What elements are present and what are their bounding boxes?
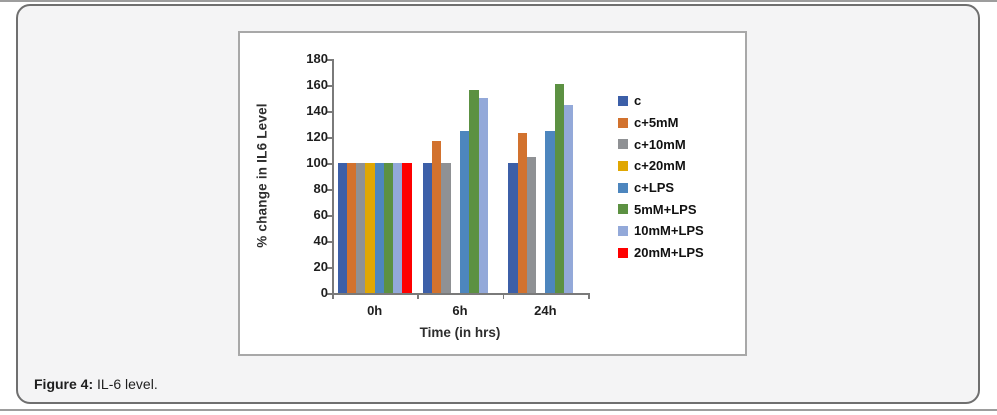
bar-c+5mM-24h <box>517 133 527 293</box>
x-tick-mark <box>417 293 419 299</box>
y-tick-label: 60 <box>313 207 328 222</box>
bar-c+LPS-24h <box>545 130 555 293</box>
legend-swatch <box>618 204 628 215</box>
legend-label: c+LPS <box>634 180 675 196</box>
y-tick-label: 180 <box>306 51 328 66</box>
legend-label: c+20mM <box>634 158 686 174</box>
chart-legend: c c+5mM c+10mM c+20mM c+LPS 5mM+LPS 10mM+LPS 20… <box>618 90 704 264</box>
y-tick-mark <box>327 59 332 61</box>
bar-c+20mM-0h <box>365 163 375 293</box>
figure-caption-text: IL-6 level. <box>93 376 158 392</box>
legend-label: 5mM+LPS <box>634 201 697 217</box>
bar-c-6h <box>422 163 433 293</box>
legend-swatch <box>618 182 628 193</box>
y-tick-mark <box>327 241 332 243</box>
legend-swatch <box>618 95 628 106</box>
bar-c+LPS-0h <box>374 163 384 293</box>
x-category-label: 6h <box>452 303 468 318</box>
il6-bar-chart: % change in IL6 Level Time (in hrs) c c+5… <box>238 31 747 356</box>
legend-item: c+5mM <box>618 112 704 134</box>
y-tick-label: 80 <box>313 181 328 196</box>
y-tick-mark <box>327 215 332 217</box>
bar-c+LPS-6h <box>460 130 470 293</box>
legend-item: c <box>618 90 704 112</box>
legend-label: 20mM+LPS <box>634 245 704 261</box>
legend-item: c+LPS <box>618 177 704 199</box>
legend-item: 20mM+LPS <box>618 242 704 264</box>
y-tick-label: 100 <box>306 155 328 170</box>
x-axis-line <box>332 293 590 295</box>
x-category-label: 24h <box>534 303 557 318</box>
x-category-label: 0h <box>367 303 383 318</box>
legend-swatch <box>618 247 628 258</box>
bar-5mM+LPS-6h <box>469 90 479 293</box>
x-axis-title: Time (in hrs) <box>419 325 501 340</box>
y-tick-mark <box>327 293 332 295</box>
y-tick-mark <box>327 189 332 191</box>
legend-item: c+10mM <box>618 133 704 155</box>
bar-5mM+LPS-24h <box>554 83 564 293</box>
y-tick-label: 120 <box>306 129 328 144</box>
legend-label: 10mM+LPS <box>634 223 704 239</box>
y-tick-mark <box>327 137 332 139</box>
bar-10mM+LPS-0h <box>393 163 403 293</box>
x-tick-mark <box>332 293 334 299</box>
x-tick-mark <box>588 293 590 299</box>
legend-item: c+20mM <box>618 155 704 177</box>
legend-label: c+10mM <box>634 136 686 152</box>
y-tick-label: 40 <box>313 233 328 248</box>
y-tick-mark <box>327 111 332 113</box>
legend-swatch <box>618 225 628 236</box>
legend-label: c+5mM <box>634 115 679 131</box>
y-tick-label: 140 <box>306 103 328 118</box>
legend-swatch <box>618 117 628 128</box>
top-divider-line <box>0 0 997 2</box>
bar-c-24h <box>508 163 518 293</box>
bar-10mM+LPS-24h <box>563 104 574 293</box>
bar-c+5mM-0h <box>346 163 357 293</box>
bottom-divider-line <box>0 409 997 411</box>
figure-caption-label: Figure 4: <box>34 376 94 392</box>
legend-swatch <box>618 160 628 171</box>
legend-swatch <box>618 139 628 150</box>
y-tick-label: 160 <box>306 77 328 92</box>
x-tick-mark <box>502 293 505 299</box>
bar-c+10mM-24h <box>526 156 537 293</box>
y-tick-mark <box>327 267 332 269</box>
legend-item: 5mM+LPS <box>618 198 704 220</box>
bar-c+10mM-0h <box>356 163 366 293</box>
bar-c+10mM-6h <box>441 163 451 293</box>
y-axis-title: % change in IL6 Level <box>254 103 270 248</box>
bar-5mM+LPS-0h <box>383 163 394 293</box>
y-tick-mark <box>327 163 332 165</box>
legend-item: 10mM+LPS <box>618 220 704 242</box>
bar-c-0h <box>337 163 347 293</box>
bar-20mM+LPS-0h <box>402 163 412 293</box>
y-tick-mark <box>327 85 332 87</box>
y-tick-label: 0 <box>320 285 328 300</box>
y-tick-label: 20 <box>313 259 328 274</box>
legend-label: c <box>634 93 642 109</box>
bar-c+5mM-6h <box>432 140 442 293</box>
y-axis-line <box>332 59 334 295</box>
bar-10mM+LPS-6h <box>478 98 488 293</box>
figure-caption: Figure 4: IL-6 level. <box>34 376 158 392</box>
content-card: % change in IL6 Level Time (in hrs) c c+5… <box>16 4 980 404</box>
